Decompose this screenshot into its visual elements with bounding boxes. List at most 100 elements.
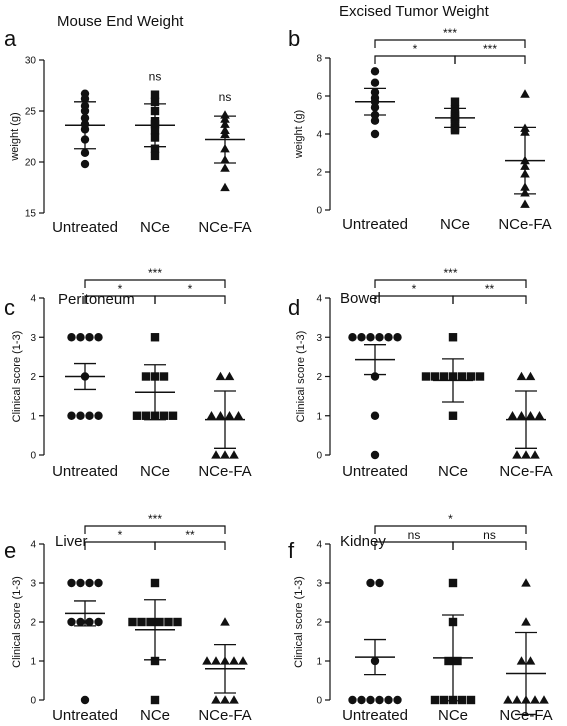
significance-bracket xyxy=(374,525,527,534)
y-tick-label: 2 xyxy=(316,618,322,629)
significance-label: *** xyxy=(148,512,162,526)
significance-bracket xyxy=(84,541,156,550)
panel-title: Peritoneum xyxy=(58,291,135,308)
data-point xyxy=(67,578,76,588)
data-point xyxy=(141,411,151,420)
panel-letter: a xyxy=(4,26,17,51)
significance-label: *** xyxy=(483,42,497,56)
data-point xyxy=(530,450,540,459)
y-axis-label: weight (g) xyxy=(293,110,305,159)
data-point xyxy=(150,333,160,342)
data-point xyxy=(516,410,527,420)
y-tick-label: 1 xyxy=(30,411,36,422)
data-point xyxy=(150,695,160,705)
data-point xyxy=(448,411,458,420)
data-point xyxy=(439,695,449,705)
data-point xyxy=(85,333,94,342)
data-point xyxy=(444,656,453,666)
data-point xyxy=(370,116,380,125)
data-point xyxy=(220,617,230,626)
panel-title: Bowel xyxy=(340,290,381,307)
data-point xyxy=(94,578,103,588)
y-tick-label: 3 xyxy=(316,333,322,344)
significance-bracket xyxy=(452,541,527,550)
y-tick-label: 30 xyxy=(25,56,37,67)
data-point xyxy=(450,97,460,106)
x-category-label: NCe xyxy=(438,707,468,724)
x-category-label: NCe xyxy=(140,463,170,480)
panel-b: b Excised Tumor Weight 0 2 4 6 8 weight (g) Untr… xyxy=(288,3,552,233)
y-tick-label: 1 xyxy=(30,657,36,668)
panel-d: d Bowel 0 1 2 3 4 Clinical score (1-3) Untreated… xyxy=(288,266,553,480)
x-category-label: NCe xyxy=(438,463,468,480)
significance-label: *** xyxy=(148,266,162,280)
data-point xyxy=(202,656,212,665)
significance-label: * xyxy=(448,512,453,526)
panel-letter: c xyxy=(4,295,15,320)
data-point xyxy=(453,656,462,666)
data-point xyxy=(366,333,375,342)
significance-label: * xyxy=(118,282,123,296)
y-tick-label: 8 xyxy=(316,54,322,65)
significance-bracket xyxy=(154,295,226,304)
data-point xyxy=(220,695,230,704)
y-tick-label: 4 xyxy=(316,130,322,141)
panel-letter: f xyxy=(288,538,295,563)
y-tick-label: 0 xyxy=(316,451,322,462)
y-tick-label: 1 xyxy=(316,411,322,422)
data-point xyxy=(516,371,527,381)
data-point xyxy=(233,410,244,420)
significance-label: * xyxy=(188,282,193,296)
y-tick-label: 15 xyxy=(25,209,37,220)
data-point xyxy=(430,695,440,705)
data-point xyxy=(150,97,160,107)
data-point xyxy=(80,695,90,705)
data-point xyxy=(525,656,536,665)
x-category-label: Untreated xyxy=(342,463,408,480)
data-point xyxy=(393,695,402,705)
data-point xyxy=(211,450,221,459)
significance-bracket xyxy=(84,525,226,534)
data-point xyxy=(384,695,393,705)
significance-bracket xyxy=(454,55,526,64)
panel-letter: e xyxy=(4,538,16,563)
data-point xyxy=(457,372,467,381)
data-point xyxy=(521,450,531,459)
data-point xyxy=(206,410,217,420)
data-point xyxy=(348,333,357,342)
x-category-label: Untreated xyxy=(52,463,118,480)
data-point xyxy=(375,695,384,705)
data-point xyxy=(521,617,531,626)
y-tick-label: 0 xyxy=(30,451,36,462)
x-category-label: NCe-FA xyxy=(198,463,251,480)
x-category-label: Untreated xyxy=(342,707,408,724)
y-tick-label: 3 xyxy=(316,579,322,590)
data-point xyxy=(229,695,239,704)
x-category-label: NCe-FA xyxy=(499,463,552,480)
y-axis-label: Clinical score (1-3) xyxy=(11,331,23,423)
data-point xyxy=(211,695,221,704)
y-tick-label: 3 xyxy=(30,579,36,590)
significance-label: ns xyxy=(408,528,421,542)
data-point xyxy=(370,67,380,76)
significance-label: *** xyxy=(443,26,457,40)
y-tick-label: 0 xyxy=(316,206,322,217)
panel-a: a Mouse End Weight 15 20 25 30 weight (g) Untre… xyxy=(4,13,252,236)
data-point xyxy=(521,578,531,587)
data-point xyxy=(150,144,160,153)
significance-label: ns xyxy=(149,70,162,84)
data-point xyxy=(220,163,230,172)
data-point xyxy=(370,129,380,139)
significance-bracket xyxy=(84,279,226,288)
data-point xyxy=(67,411,76,420)
data-point xyxy=(539,695,549,704)
data-point xyxy=(507,410,518,420)
x-category-label: NCe xyxy=(140,707,170,724)
significance-bracket xyxy=(374,541,454,550)
significance-label: ns xyxy=(219,90,232,104)
data-point xyxy=(238,656,248,665)
data-point xyxy=(85,617,94,627)
panel-letter: d xyxy=(288,295,300,320)
